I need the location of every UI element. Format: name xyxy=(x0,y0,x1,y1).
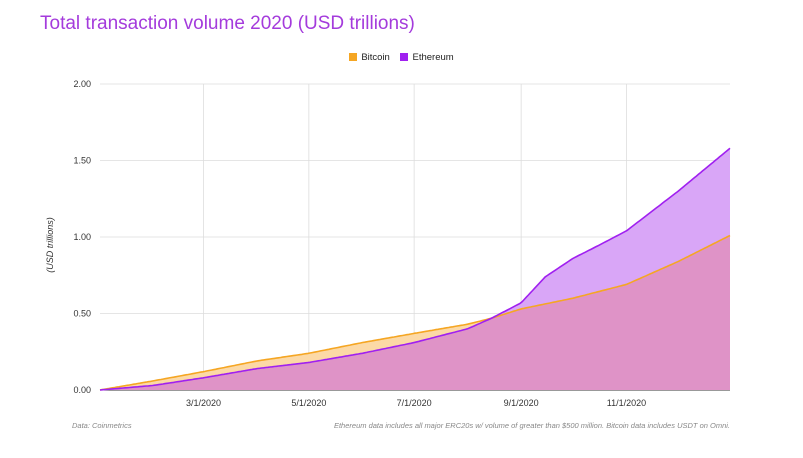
ethereum-line xyxy=(99,147,731,391)
bitcoin-swatch xyxy=(349,53,358,61)
x-tick-label: 7/1/2020 xyxy=(397,398,432,408)
overlap-area xyxy=(100,235,730,390)
x-tick-label: 11/1/2020 xyxy=(607,398,646,408)
legend-label-ethereum: Ethereum xyxy=(412,52,454,63)
chart-title: Total transaction volume 2020 (USD trill… xyxy=(40,13,415,34)
series-lines xyxy=(99,147,731,391)
x-tick-label: 3/1/2020 xyxy=(186,398,221,408)
y-tick-label: 0.00 xyxy=(73,385,91,395)
y-tick-label: 1.00 xyxy=(73,232,91,242)
x-tick-labels: 3/1/2020 5/1/2020 7/1/2020 9/1/2020 11/1/202… xyxy=(186,398,646,408)
x-tick-label: 9/1/2020 xyxy=(504,398,539,408)
y-axis-label: (USD trillions) xyxy=(45,217,55,273)
source-note: Data: Coinmetrics xyxy=(72,421,132,430)
y-tick-label: 2.00 xyxy=(73,79,91,89)
y-tick-labels: 0.00 0.50 1.00 1.50 2.00 xyxy=(73,79,91,395)
footnote: Ethereum data includes all major ERC20s … xyxy=(333,421,730,430)
area-layers xyxy=(100,148,730,390)
bitcoin-line xyxy=(99,234,731,391)
legend-label-bitcoin: Bitcoin xyxy=(361,52,390,63)
ethereum-swatch xyxy=(400,53,409,61)
legend-item-bitcoin[interactable]: Bitcoin xyxy=(349,52,390,63)
x-tick-label: 5/1/2020 xyxy=(291,398,326,408)
y-tick-label: 0.50 xyxy=(73,309,91,319)
y-tick-label: 1.50 xyxy=(73,156,91,166)
legend: Bitcoin Ethereum xyxy=(0,52,803,63)
legend-item-ethereum[interactable]: Ethereum xyxy=(400,52,454,63)
